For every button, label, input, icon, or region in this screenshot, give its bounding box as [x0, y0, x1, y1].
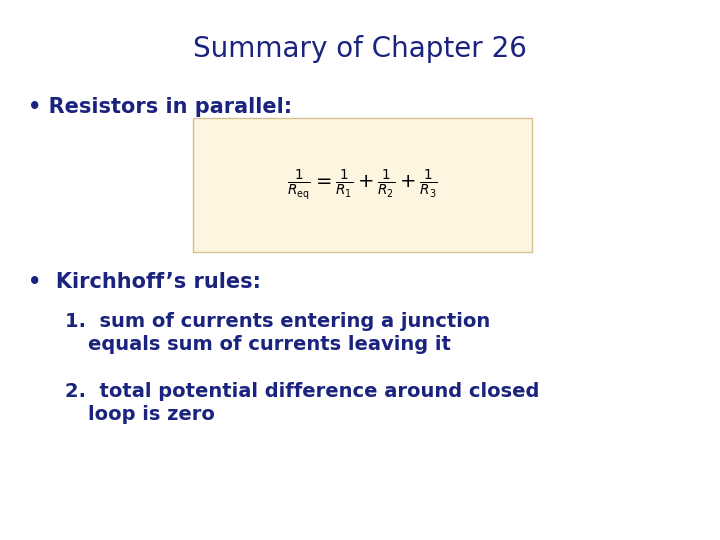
Text: Summary of Chapter 26: Summary of Chapter 26 [193, 35, 527, 63]
Text: •  Kirchhoff’s rules:: • Kirchhoff’s rules: [28, 272, 261, 292]
FancyBboxPatch shape [193, 118, 532, 252]
Text: loop is zero: loop is zero [88, 405, 215, 424]
Text: • Resistors in parallel:: • Resistors in parallel: [28, 97, 292, 117]
Text: $\frac{1}{R_{\rm eq}} = \frac{1}{R_1} + \frac{1}{R_2} + \frac{1}{R_3}$: $\frac{1}{R_{\rm eq}} = \frac{1}{R_1} + … [287, 168, 438, 202]
Text: equals sum of currents leaving it: equals sum of currents leaving it [88, 335, 451, 354]
Text: 1.  sum of currents entering a junction: 1. sum of currents entering a junction [65, 312, 490, 331]
Text: 2.  total potential difference around closed: 2. total potential difference around clo… [65, 382, 539, 401]
